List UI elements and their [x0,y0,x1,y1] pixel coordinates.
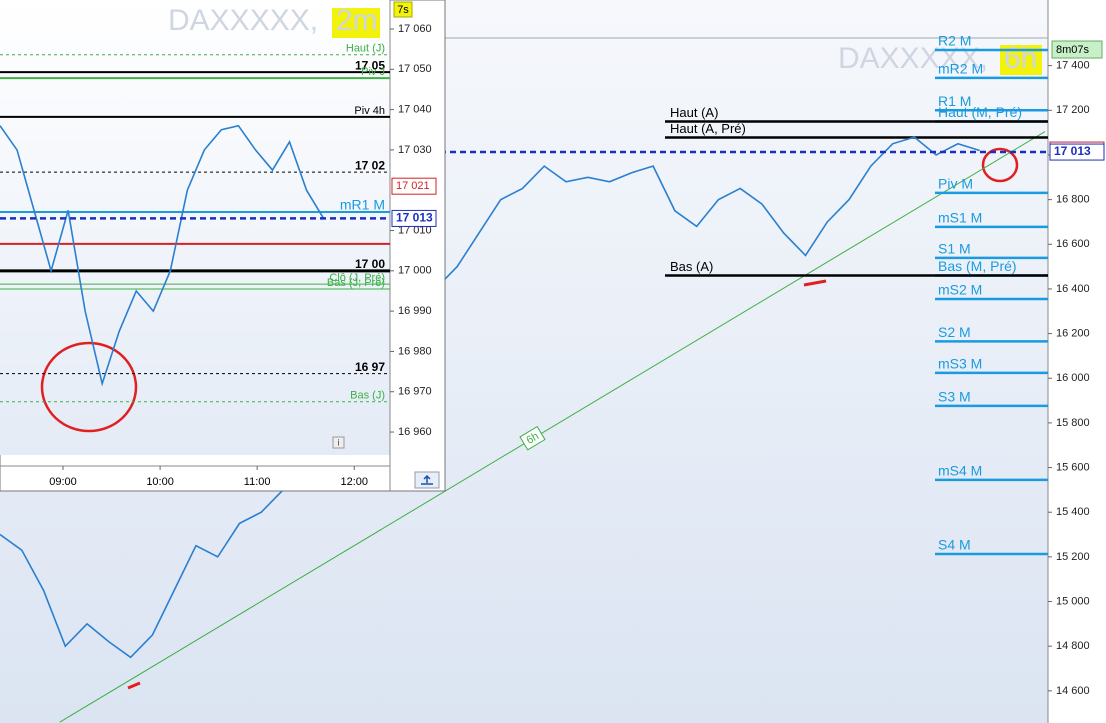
level-label: mR1 M [340,197,385,213]
y-tick-label: 17 010 [398,224,432,236]
watermark: DAXXXXX, 2m [168,4,380,38]
level-label: mS1 M [938,210,982,226]
timer-badge [1051,40,1103,59]
level-label: R1 M [938,93,971,109]
price-badge-label: 17 021 [396,180,430,192]
y-tick-label: 17 400 [1056,60,1090,72]
scroll-icon[interactable] [421,474,433,485]
y-tick-label: 15 800 [1056,417,1090,429]
y-tick-label: 14 600 [1056,685,1090,697]
y-tick-label: 16 980 [398,345,432,357]
level-label: Bas (M, Pré) [938,258,1017,274]
price-badge [1049,143,1105,161]
y-tick-label: 17 040 [398,104,432,116]
y-tick-label: 16 800 [1056,194,1090,206]
timer: 8m07s [1056,44,1090,56]
level-label: 17 02 [355,158,385,172]
info-icon[interactable]: i [338,437,340,447]
axis-background [1048,0,1106,723]
x-tick-label: 11:00 [244,476,271,488]
level-label: S1 M [938,241,971,257]
x-tick-label: 09:00 [49,476,77,488]
x-tick-label: 12:00 [340,476,368,488]
price-badge-label: 17 013 [1054,144,1091,158]
level-label: S3 M [938,389,971,405]
trendline-label: 6h [524,430,541,447]
annotation-circle [40,341,138,433]
level-label: Haut (A) [670,105,718,120]
y-tick-label: 16 970 [398,386,432,398]
timeframe: 6h [1004,42,1037,75]
y-tick-label: 14 800 [1056,640,1090,652]
timer: 7s [397,4,409,16]
level-label: mS3 M [938,356,982,372]
y-tick-label: 15 200 [1056,551,1090,563]
price-badge [391,209,437,227]
level-label: Bas (J) [350,390,385,402]
y-tick-label: 16 200 [1056,327,1090,339]
level-label: Clô (J, Pré) [329,272,385,284]
timer-badge [393,1,413,18]
annotation-circle [981,147,1019,183]
y-tick-label: 15 000 [1056,595,1090,607]
annotation-mark [127,681,141,690]
y-tick-label: 15 400 [1056,506,1090,518]
level-label: Haut (J) [346,43,385,55]
level-label: S4 M [938,537,971,553]
level-label: mR2 M [938,61,983,77]
level-label: Haut (A, Pré) [670,121,746,136]
y-tick-label: 17 060 [398,23,432,35]
price-line [0,124,325,387]
price-line [0,136,980,659]
y-tick-label: 17 200 [1056,104,1090,116]
trendline-tag: 6h [519,425,546,451]
x-tick-label: 10:00 [146,476,174,488]
level-label: Haut (M, Pré) [938,104,1022,120]
highlight [332,8,380,38]
level-label: R2 M [938,33,971,49]
price-badge [391,177,437,195]
y-tick-label: 16 400 [1056,283,1090,295]
annotation-mark [803,279,827,287]
symbol: DAXXXXX, [838,42,988,75]
y-tick-label: 16 600 [1056,238,1090,250]
y-tick-label: 17 000 [398,265,432,277]
timeframe: 2m [336,4,378,37]
level-label: 16 97 [355,360,385,374]
level-label: S2 M [938,324,971,340]
symbol: DAXXXXX, [168,4,318,37]
level-label: Bas (J, Pré) [327,277,385,289]
inset-chart: DAXXXXX, 2m 7s i 17 060 17 050 17 040 17 03… [0,0,446,492]
level-label: 17 00 [355,257,385,271]
tag-box [519,425,546,451]
info-button[interactable] [332,436,345,449]
trendline [59,131,1046,723]
level-label: Piv J [361,66,385,78]
y-tick-label: 17 050 [398,63,432,75]
y-tick-label: 16 960 [398,426,432,438]
y-tick-label: 15 600 [1056,461,1090,473]
y-tick-label: 17 030 [398,144,432,156]
level-label: Piv 4h [354,105,385,117]
level-label: Bas (A) [670,259,713,274]
y-tick-label: 16 000 [1056,372,1090,384]
level-label: 17 05 [355,58,385,72]
level-label: mS4 M [938,463,982,479]
plot-background [0,0,390,455]
level-label: Piv M [938,176,973,192]
y-tick-label: 16 990 [398,305,432,317]
level-label: mS2 M [938,282,982,298]
price-badge-label: 17 013 [396,211,433,225]
